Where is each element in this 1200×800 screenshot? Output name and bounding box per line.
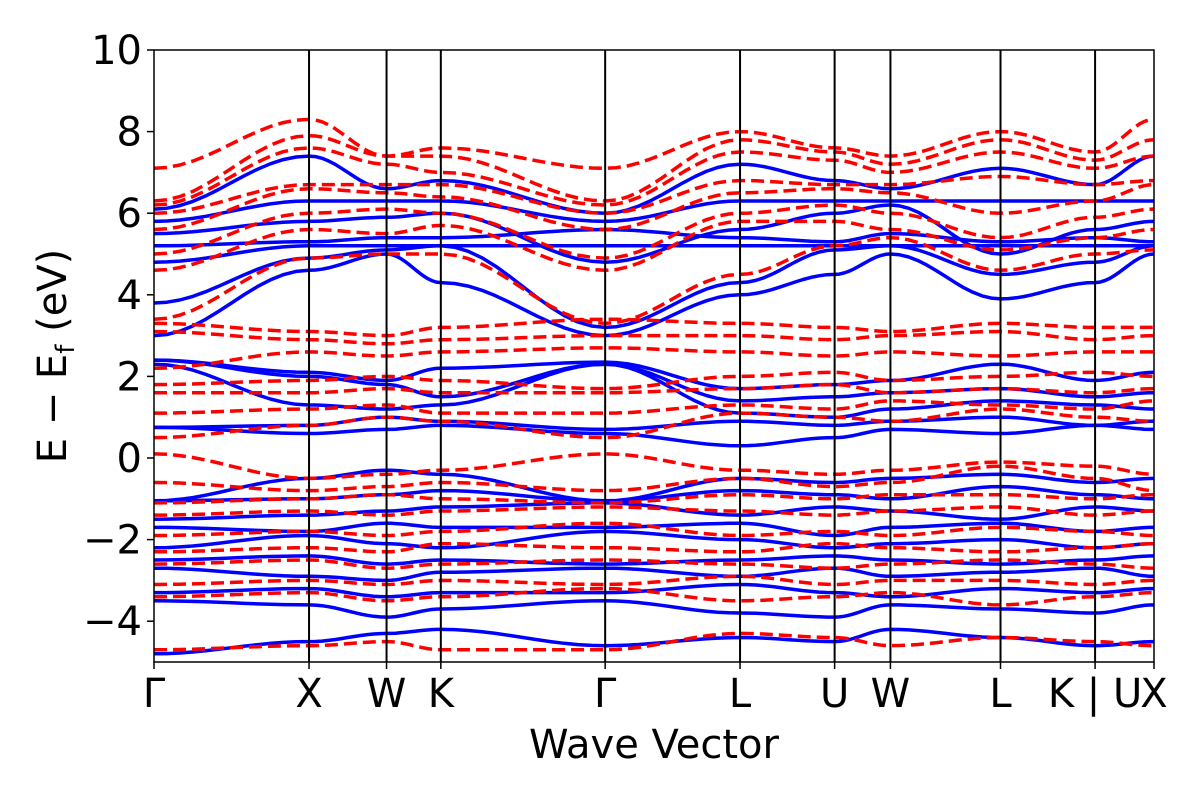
y-tick-label-1: 8 <box>117 110 142 156</box>
kpoint-lines <box>308 50 1097 662</box>
spin-down-band-8 <box>154 464 1154 493</box>
spin-up-band-7 <box>154 501 1154 521</box>
spin-up-band-20 <box>154 199 1154 224</box>
x-tick-label-0: Γ <box>143 671 166 717</box>
x-tick-label-1: X <box>295 671 322 717</box>
spin-down-band-24 <box>154 117 1154 171</box>
y-tick-label-0: 10 <box>91 28 142 74</box>
plot-frame <box>153 49 1155 663</box>
y-tick-label-6: −2 <box>83 518 142 564</box>
x-tick-label-6: U <box>820 671 849 717</box>
x-tick-label-9: K | U <box>1048 671 1142 717</box>
y-axis-label: E − Ef (eV) <box>30 249 81 464</box>
spin-up-band-15 <box>154 252 1154 338</box>
y-axis-label-sub: f <box>51 344 81 354</box>
spin-down-band-1 <box>154 586 1154 607</box>
x-tick-label-7: W <box>871 671 911 717</box>
spin-down-band-3 <box>154 558 1154 570</box>
bands-layer <box>154 117 1154 656</box>
x-tick-label-8: L <box>989 671 1012 717</box>
x-tick-label-2: W <box>367 671 407 717</box>
spin-up-band-3 <box>154 566 1154 583</box>
y-tick-label-3: 4 <box>117 273 142 319</box>
spin-up-band-0 <box>154 627 1154 656</box>
y-axis-label-main: E − E <box>30 354 76 464</box>
x-axis-label: Wave Vector <box>529 722 780 768</box>
spin-down-band-16 <box>154 317 1154 338</box>
spin-up-band-5 <box>154 529 1154 550</box>
spin-down-band-5 <box>154 521 1154 538</box>
y-tick-label-7: −4 <box>83 599 142 645</box>
y-axis-label-unit: (eV) <box>30 249 76 345</box>
spin-down-band-12 <box>154 382 1154 395</box>
y-tick-label-2: 6 <box>117 191 142 237</box>
spin-down-band-0 <box>154 631 1154 652</box>
spin-down-band-20 <box>154 182 1154 232</box>
y-tick-label-5: 0 <box>117 436 142 482</box>
spin-down-band-6 <box>154 505 1154 517</box>
x-tick-label-4: Γ <box>594 671 617 717</box>
spin-down-band-14 <box>154 346 1154 370</box>
spin-down-band-7 <box>154 492 1154 505</box>
spin-down-band-4 <box>154 541 1154 554</box>
spin-up-band-13 <box>154 358 1154 403</box>
spin-down-band-21 <box>154 174 1154 215</box>
spin-up-band-11 <box>154 415 1154 432</box>
y-tick-label-4: 2 <box>117 354 142 400</box>
spin-down-band-2 <box>154 574 1154 587</box>
x-tick-label-3: K <box>428 671 456 717</box>
spin-down-band-11 <box>154 399 1154 415</box>
spin-down-band-13 <box>154 370 1154 391</box>
spin-up-band-1 <box>154 599 1154 619</box>
y-ticks: 10 8 6 4 2 0 −2 −4 <box>83 28 154 645</box>
x-tick-label-5: L <box>729 671 752 717</box>
x-tick-label-10: X <box>1140 671 1167 717</box>
spin-down-band-15 <box>154 329 1154 346</box>
